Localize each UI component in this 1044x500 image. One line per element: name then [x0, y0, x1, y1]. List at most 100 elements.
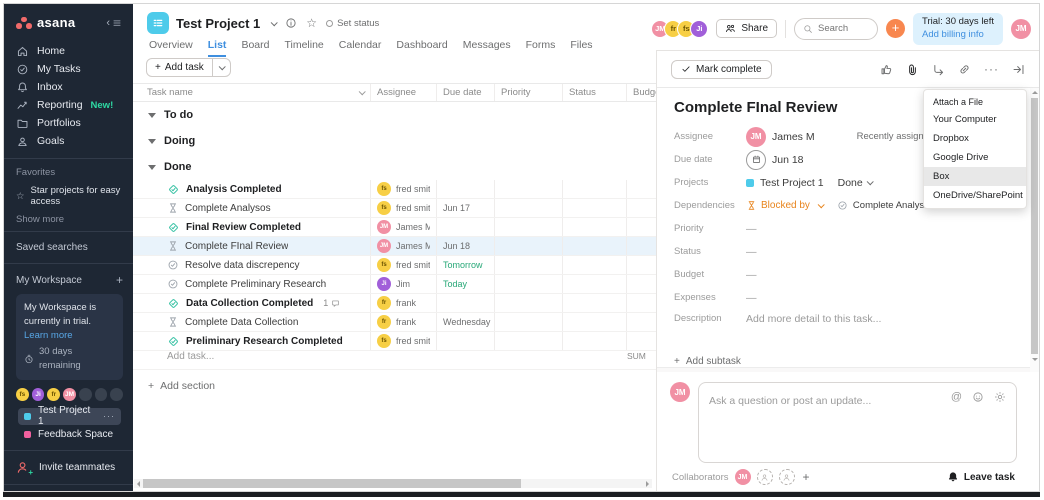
sidebar-item-inbox[interactable]: Inbox — [4, 78, 133, 96]
set-status-button[interactable]: Set status — [326, 18, 379, 29]
tab-calendar[interactable]: Calendar — [338, 39, 382, 51]
menu-item-dropbox[interactable]: Dropbox — [933, 133, 969, 144]
scroll-down-arrow[interactable] — [1030, 355, 1039, 364]
scrollbar-thumb[interactable] — [143, 479, 521, 488]
task-row[interactable]: Preliminary Research Completed fs fred sm… — [133, 332, 656, 351]
tab-overview[interactable]: Overview — [149, 39, 193, 51]
check-circle-icon[interactable] — [167, 278, 179, 290]
add-task-dropdown-button[interactable] — [211, 59, 230, 76]
column-assignee[interactable]: Assignee — [371, 84, 437, 101]
mark-complete-button[interactable]: Mark complete — [671, 59, 772, 79]
project-more-button[interactable]: ··· — [103, 411, 115, 422]
avatar[interactable]: Ji — [31, 387, 45, 401]
invite-teammates-button[interactable]: + Invite teammates — [4, 449, 133, 484]
budget-value[interactable]: — — [746, 268, 757, 281]
project-value[interactable]: Test Project 1 — [746, 177, 824, 189]
scroll-right-arrow[interactable] — [643, 479, 652, 488]
scroll-up-arrow[interactable] — [1030, 88, 1039, 97]
check-circle-icon[interactable] — [167, 259, 179, 271]
show-more-link[interactable]: Show more — [16, 214, 65, 225]
status-value[interactable]: — — [746, 245, 757, 258]
section-to-do[interactable]: To do — [133, 102, 656, 128]
avatar[interactable]: fs — [16, 387, 29, 401]
due-date-value[interactable]: Jun 18 — [746, 149, 804, 170]
project-menu-chevron-icon[interactable] — [270, 18, 279, 26]
column-status[interactable]: Status — [563, 84, 627, 101]
tab-list[interactable]: List — [207, 39, 227, 57]
add-billing-info-link[interactable]: Add billing info — [922, 28, 984, 40]
add-collaborator-button[interactable]: + — [802, 470, 810, 484]
tab-board[interactable]: Board — [241, 39, 270, 51]
add-task-row[interactable]: Add task... SUM — [133, 351, 656, 370]
sidebar-item-home[interactable]: Home — [4, 42, 133, 60]
mention-icon[interactable]: @ — [950, 391, 962, 403]
avatar[interactable]: Ji — [690, 19, 709, 38]
column-due-date[interactable]: Due date — [437, 84, 495, 101]
column-budget[interactable]: Budget — [633, 87, 656, 98]
add-task-button[interactable]: + Add task — [146, 58, 231, 77]
assignee-value[interactable]: JM James M — [746, 126, 815, 147]
saved-searches-link[interactable]: Saved searches — [4, 231, 133, 263]
hourglass-icon[interactable] — [167, 316, 179, 328]
scroll-left-arrow[interactable] — [134, 479, 143, 488]
expenses-value[interactable]: — — [746, 291, 757, 304]
task-row[interactable]: Complete Data Collection fr frank Wednesd… — [133, 313, 656, 332]
project-section-dropdown[interactable]: Done — [838, 177, 874, 189]
task-row[interactable]: Data Collection Completed 1 fr frank — [133, 294, 656, 313]
scrollbar-thumb[interactable] — [1031, 98, 1038, 354]
section-done[interactable]: Done — [133, 154, 656, 180]
collapse-caret-icon[interactable] — [148, 164, 156, 170]
more-options-icon[interactable]: ··· — [984, 62, 999, 76]
avatar[interactable]: fr — [47, 387, 61, 401]
blocked-by-dropdown[interactable]: Blocked by — [746, 200, 825, 211]
description-input[interactable]: Add more detail to this task... — [746, 313, 882, 325]
hourglass-icon[interactable] — [167, 202, 179, 214]
copy-link-icon[interactable] — [958, 63, 971, 76]
menu-item-google-drive[interactable]: Google Drive — [933, 152, 989, 163]
collapse-caret-icon[interactable] — [148, 138, 156, 144]
favorite-star-icon[interactable]: ☆ — [306, 16, 318, 30]
task-title[interactable]: Complete FInal Review — [674, 99, 838, 116]
attach-file-paperclip-icon[interactable] — [906, 63, 919, 76]
column-priority[interactable]: Priority — [495, 84, 563, 101]
info-icon[interactable] — [285, 17, 297, 29]
section-doing[interactable]: Doing — [133, 128, 656, 154]
milestone-icon[interactable] — [167, 183, 180, 196]
like-thumbs-up-icon[interactable] — [880, 63, 893, 76]
sidebar-item-reporting[interactable]: Reporting New! — [4, 96, 133, 114]
sidebar-item-goals[interactable]: Goals — [4, 132, 133, 150]
add-subtask-icon[interactable] — [932, 63, 945, 76]
sidebar-item-my-tasks[interactable]: My Tasks — [4, 60, 133, 78]
add-subtask-button[interactable]: + Add subtask — [674, 356, 741, 367]
vertical-scrollbar[interactable] — [1030, 88, 1039, 372]
share-button[interactable]: Share — [716, 19, 778, 39]
emoji-icon[interactable] — [972, 391, 984, 403]
recently-assigned-dropdown[interactable]: Recently assigned — [857, 131, 945, 142]
menu-item-onedrive-sharepoint[interactable]: OneDrive/SharePoint — [933, 190, 1023, 201]
tab-dashboard[interactable]: Dashboard — [396, 39, 448, 51]
user-avatar[interactable]: JM — [1011, 18, 1031, 39]
search-input[interactable] — [818, 23, 871, 35]
learn-more-link[interactable]: Learn more — [24, 329, 73, 341]
priority-value[interactable]: — — [746, 222, 757, 235]
tab-timeline[interactable]: Timeline — [284, 39, 324, 51]
add-section-button[interactable]: + Add section — [148, 380, 216, 392]
menu-item-your-computer[interactable]: Your Computer — [933, 114, 997, 125]
appreciations-icon[interactable] — [994, 391, 1006, 403]
tab-messages[interactable]: Messages — [462, 39, 511, 51]
milestone-icon[interactable] — [167, 221, 180, 234]
avatar[interactable]: JM — [63, 387, 76, 401]
sidebar-project-test-project-1[interactable]: Test Project 1 ··· — [18, 405, 121, 427]
sidebar-item-portfolios[interactable]: Portfolios — [4, 114, 133, 132]
horizontal-scrollbar[interactable] — [134, 479, 652, 488]
menu-item-box[interactable]: Box — [924, 167, 1026, 186]
sidebar-collapse-button[interactable]: ‹ — [106, 17, 123, 29]
leave-task-button[interactable]: Leave task — [947, 471, 1015, 483]
search-box[interactable] — [794, 17, 879, 40]
comment-input[interactable]: Ask a question or post an update... @ — [698, 382, 1017, 463]
quick-add-button[interactable]: + — [886, 19, 906, 39]
add-workspace-button[interactable]: + — [115, 273, 123, 287]
